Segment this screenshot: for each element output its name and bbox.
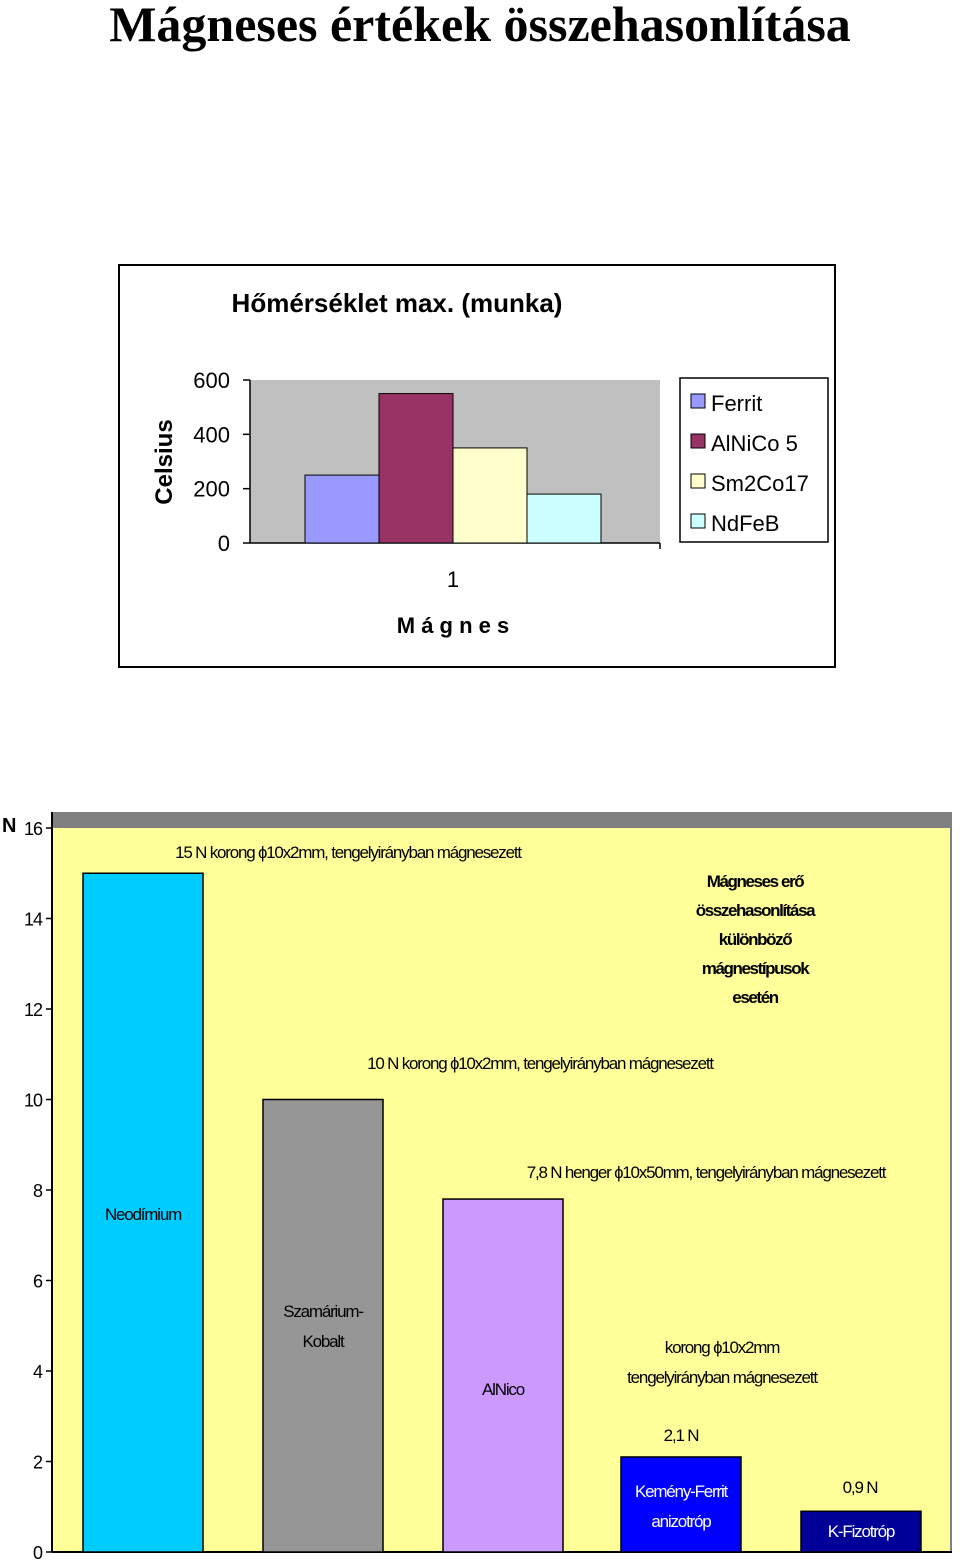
chart-annotation: mágnestípusok xyxy=(702,959,810,978)
bar-note: 2,1 N xyxy=(664,1426,699,1445)
y-tick-label: 2 xyxy=(33,1453,43,1473)
bar-label: Neodímium xyxy=(105,1205,182,1224)
bar-1 xyxy=(82,872,204,1553)
bar-note: 7,8 N henger ɸ10x50mm, tengelyirányban m… xyxy=(527,1163,887,1182)
chart-annotation: Mágneses erő xyxy=(707,872,805,891)
legend-swatch xyxy=(690,393,706,409)
temperature-chart: Hőmérséklet max. (munka) 0 200 400 600 Celsiu… xyxy=(151,288,829,638)
bar-label: Kobalt xyxy=(302,1332,344,1351)
legend-entry: NdFeB xyxy=(711,511,779,536)
y-tick-label: 0 xyxy=(218,531,230,556)
y-tick-label: 400 xyxy=(193,422,230,447)
bar-alnico-5 xyxy=(378,393,454,544)
y-tick-label: 8 xyxy=(33,1181,43,1201)
bar-ferrit xyxy=(304,474,380,544)
bar-label: K-Fizotróp xyxy=(828,1522,895,1541)
bar-5 xyxy=(800,1510,922,1553)
y-axis-label: Celsius xyxy=(151,419,178,504)
bar-label: AlNico xyxy=(482,1380,525,1399)
y-tick-label: 10 xyxy=(24,1091,43,1111)
y-tick-label: 14 xyxy=(24,910,43,930)
legend-entry: Sm2Co17 xyxy=(711,471,809,496)
y-tick-label: 0 xyxy=(33,1543,43,1561)
bar-label: anizotróp xyxy=(651,1512,711,1531)
legend-swatch xyxy=(690,473,706,489)
legend-swatch xyxy=(690,513,706,529)
bar-note: 0,9 N xyxy=(843,1478,878,1497)
bar-4 xyxy=(620,1456,742,1553)
x-tick-label: 1 xyxy=(447,567,459,592)
chart-annotation: összehasonlítása xyxy=(696,901,816,920)
bar-2 xyxy=(262,1098,384,1553)
legend-swatch xyxy=(690,433,706,449)
temperature-chart-frame: Hőmérséklet max. (munka) 0 200 400 600 Celsiu… xyxy=(118,264,836,668)
bar-note: tengelyirányban mágnesezett xyxy=(627,1368,818,1387)
bar-label: Kemény-Ferrit xyxy=(635,1482,729,1501)
y-tick-label: 600 xyxy=(193,368,230,393)
legend-entry: Ferrit xyxy=(711,391,762,416)
bar-note: korong ɸ10x2mm xyxy=(665,1338,780,1357)
page-title: Mágneses értékek összehasonlítása xyxy=(109,0,851,52)
y-tick-label: 16 xyxy=(24,819,43,839)
y-axis-label: N xyxy=(2,815,16,837)
y-tick-label: 200 xyxy=(193,477,230,502)
bar-3 xyxy=(442,1198,564,1553)
bar-ndfeb xyxy=(526,493,602,544)
bar-label: Szamárium- xyxy=(283,1302,363,1321)
chart-annotation: esetén xyxy=(732,988,778,1007)
legend-entry: AlNiCo 5 xyxy=(711,431,798,456)
bar-note: 10 N korong ɸ10x2mm, tengelyirányban mág… xyxy=(367,1054,714,1073)
chart-annotation: különböző xyxy=(719,930,792,949)
bar-sm2co17 xyxy=(452,447,528,544)
y-tick-label: 4 xyxy=(33,1362,43,1382)
chart-title: Hőmérséklet max. (munka) xyxy=(232,288,563,318)
y-tick-label: 6 xyxy=(33,1272,43,1292)
y-tick-label: 12 xyxy=(24,1000,43,1020)
bar-note: 15 N korong ɸ10x2mm, tengelyirányban mág… xyxy=(175,843,522,862)
x-axis-label: M á g n e s xyxy=(397,613,509,638)
